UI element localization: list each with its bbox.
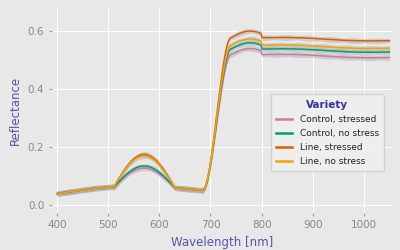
Legend: Control, stressed, Control, no stress, Line, stressed, Line, no stress: Control, stressed, Control, no stress, L… bbox=[271, 94, 384, 171]
X-axis label: Wavelength [nm]: Wavelength [nm] bbox=[171, 236, 273, 249]
Y-axis label: Reflectance: Reflectance bbox=[9, 76, 22, 144]
